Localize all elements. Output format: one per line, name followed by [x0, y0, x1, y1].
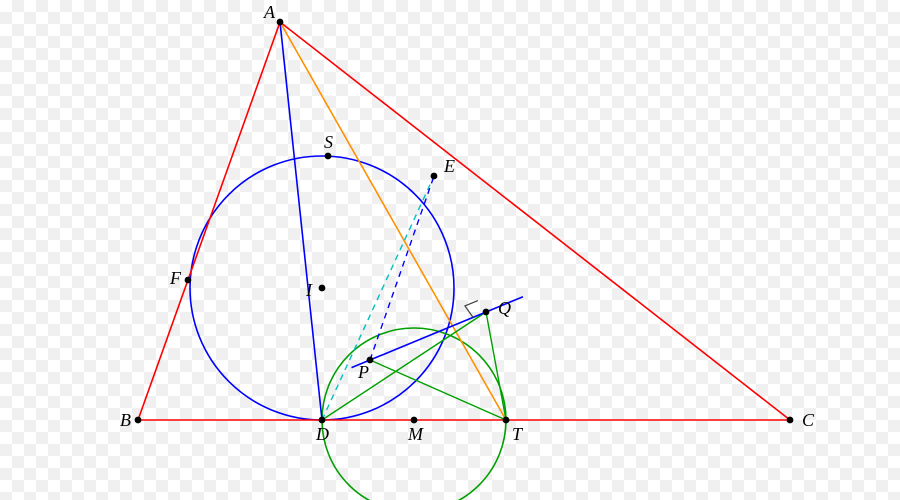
- segment-P-E: [370, 176, 434, 360]
- label-S: S: [324, 132, 333, 152]
- point-E: [431, 173, 438, 180]
- geometry-svg: A B C D M T F S E I P Q: [0, 0, 900, 500]
- point-Q: [483, 309, 490, 316]
- point-D: [319, 417, 326, 424]
- point-S: [325, 153, 332, 160]
- segment-T-P: [370, 360, 506, 420]
- point-T: [503, 417, 510, 424]
- label-P: P: [357, 362, 369, 382]
- diagram-canvas: A B C D M T F S E I P Q: [0, 0, 900, 500]
- point-F: [185, 277, 192, 284]
- label-D: D: [315, 424, 329, 444]
- point-B: [135, 417, 142, 424]
- small-circle: [322, 328, 506, 500]
- point-M: [411, 417, 418, 424]
- point-C: [787, 417, 794, 424]
- segment-A-T: [280, 22, 506, 420]
- right-angle-marker: [465, 301, 478, 318]
- label-Q: Q: [498, 298, 511, 318]
- label-C: C: [802, 410, 815, 430]
- point-A: [277, 19, 284, 26]
- label-B: B: [120, 410, 131, 430]
- label-T: T: [512, 424, 524, 444]
- segment-C-A: [280, 22, 790, 420]
- point-I: [319, 285, 326, 292]
- label-F: F: [169, 268, 182, 288]
- segment-A-B: [138, 22, 280, 420]
- segment-A-D: [280, 22, 322, 420]
- label-M: M: [407, 424, 424, 444]
- label-E: E: [443, 156, 455, 176]
- label-A: A: [263, 2, 276, 22]
- label-I: I: [305, 280, 313, 300]
